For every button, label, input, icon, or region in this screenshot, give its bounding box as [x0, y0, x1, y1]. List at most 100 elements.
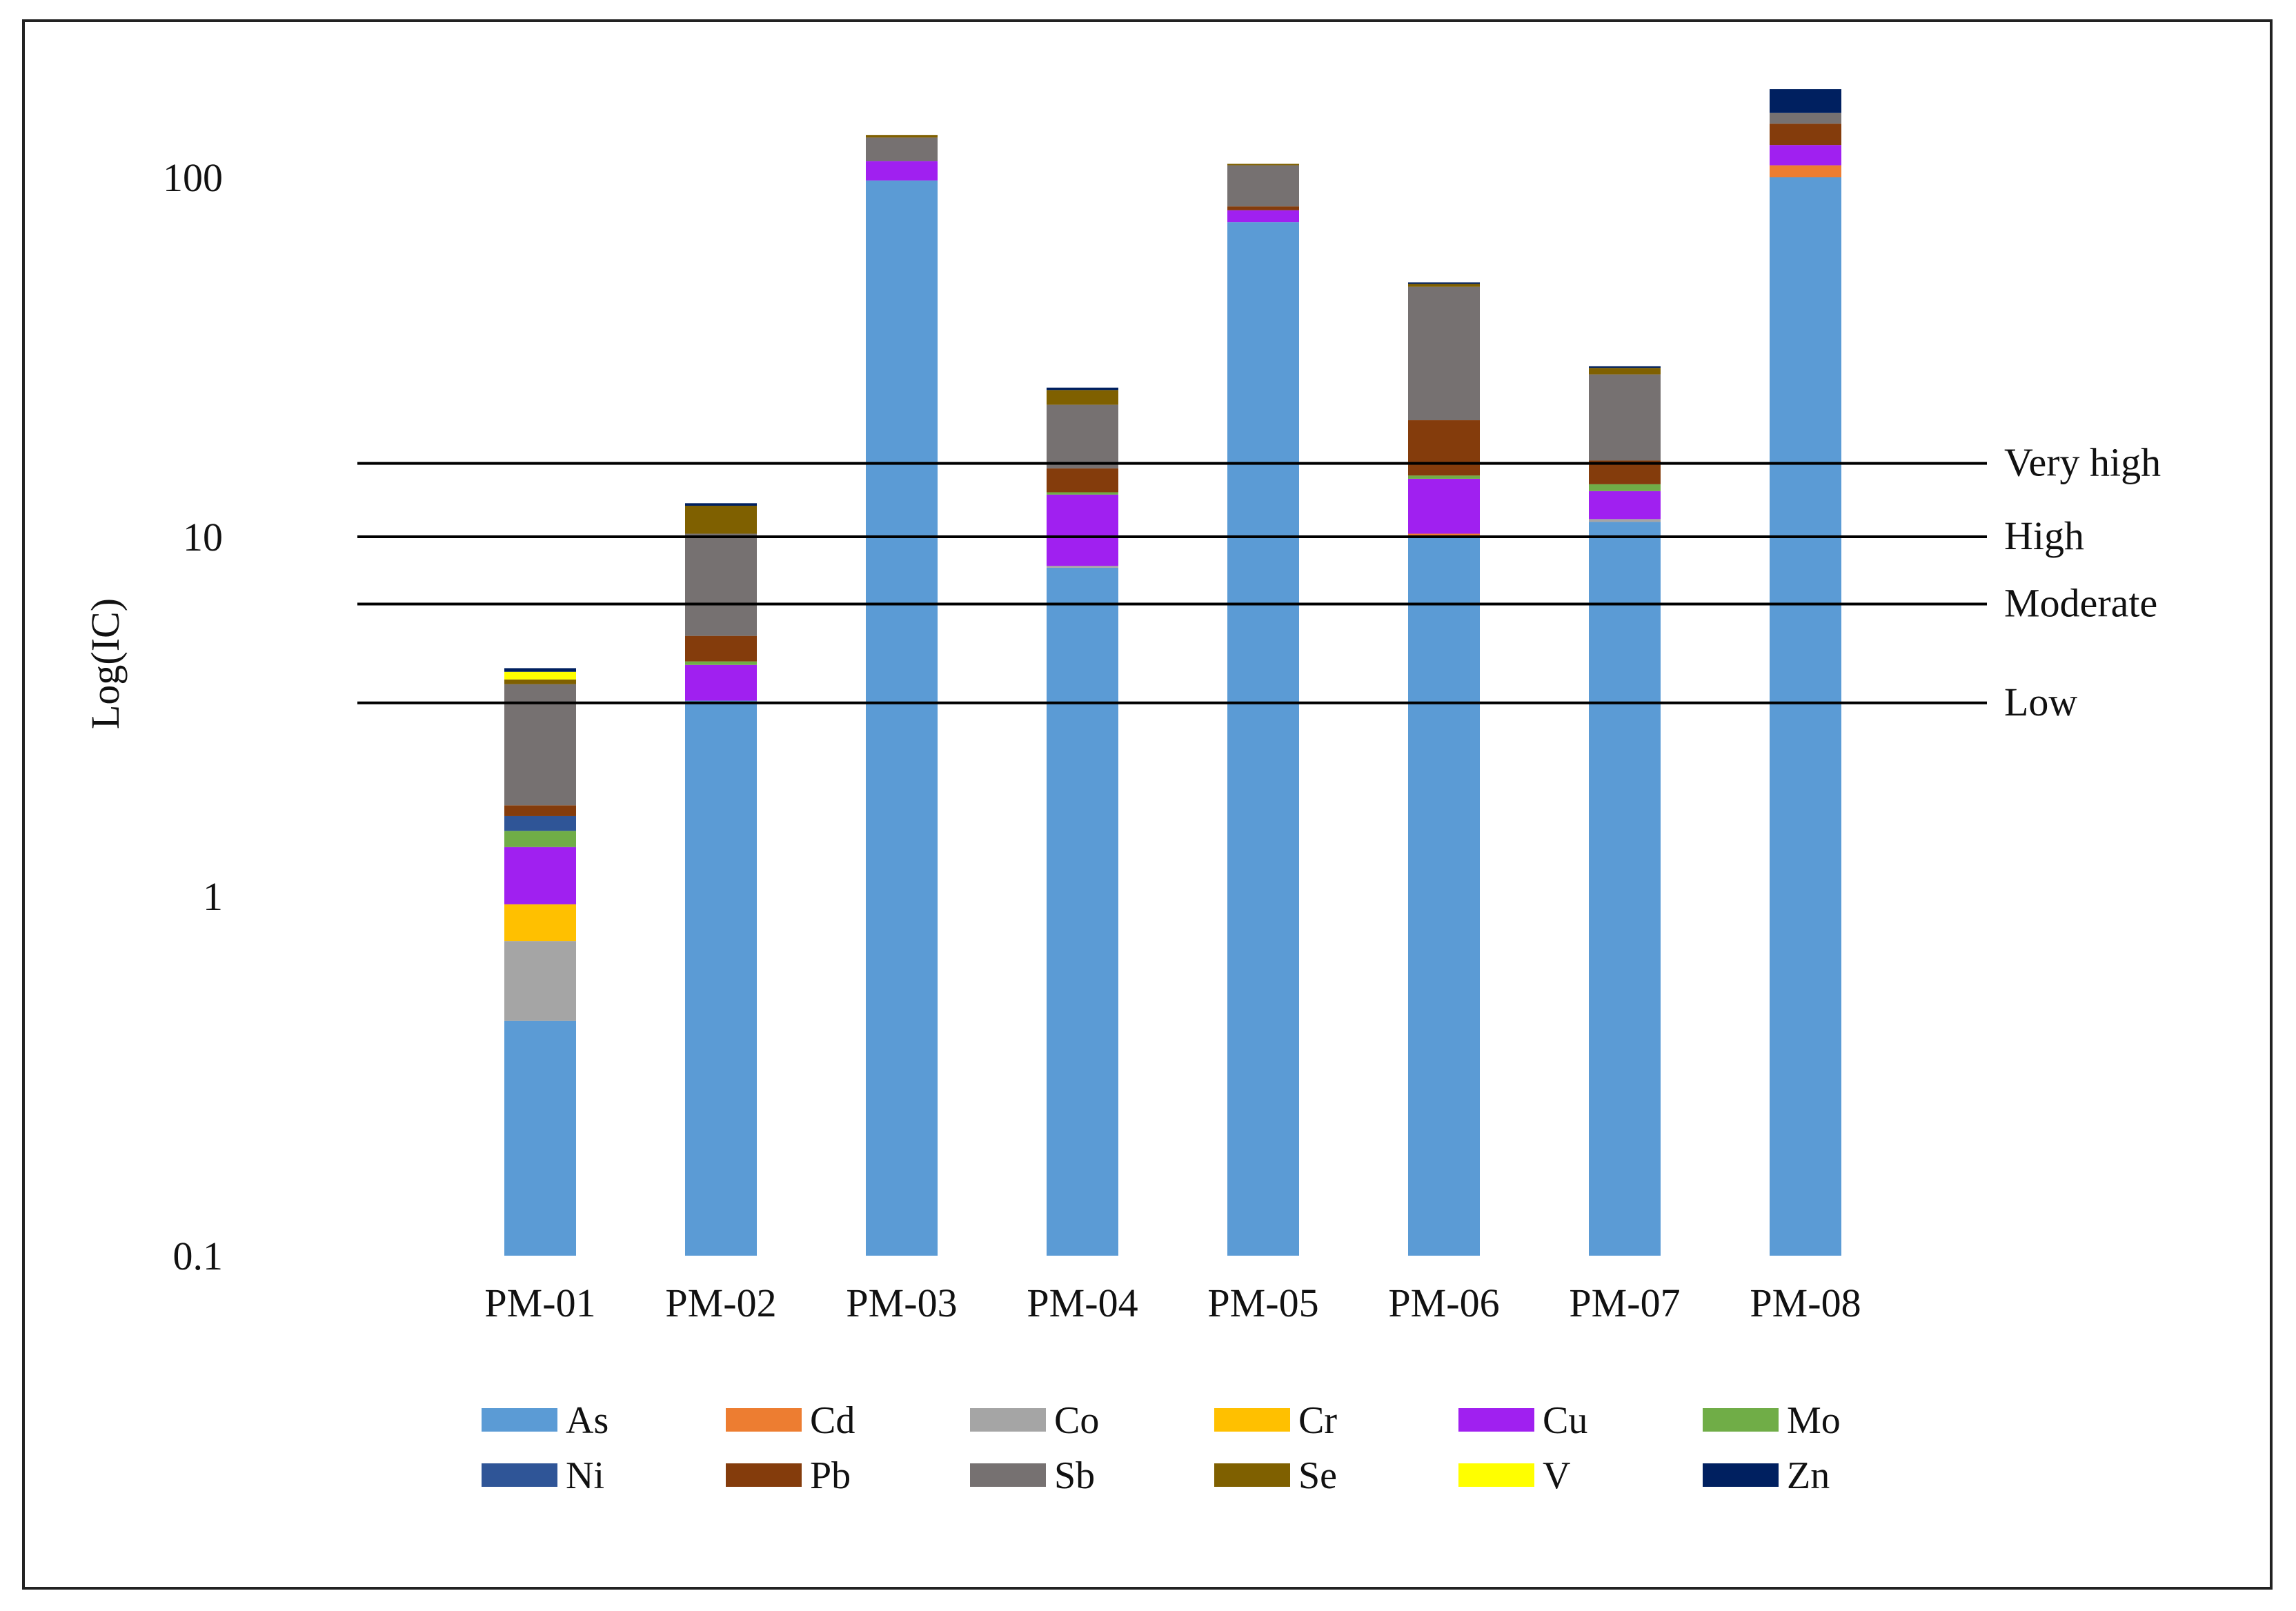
bar-segment-pb — [504, 805, 576, 816]
bar-segment-zn — [504, 668, 576, 672]
bar-segment-as — [1770, 177, 1841, 1256]
bar-segment-sb — [866, 137, 938, 161]
legend-label-cr: Cr — [1298, 1399, 1337, 1442]
bar-segment-cd — [1770, 165, 1841, 177]
bar-segment-co — [1589, 519, 1661, 522]
bar-segment-cu — [1589, 491, 1661, 520]
chart-frame — [22, 19, 2273, 1590]
bar-segment-mo — [1047, 492, 1118, 495]
legend-label-cu: Cu — [1543, 1399, 1587, 1442]
bar-segment-as — [866, 180, 938, 1256]
legend-swatch-cd — [726, 1408, 802, 1432]
bar-segment-cu — [1227, 210, 1299, 223]
bar-segment-mo — [1589, 484, 1661, 491]
bar-segment-v — [504, 671, 576, 680]
bar-segment-cd — [1408, 533, 1480, 537]
bar-segment-co — [504, 941, 576, 1021]
bar-segment-zn — [1589, 366, 1661, 368]
bar-segment-as — [685, 700, 757, 1256]
threshold-label: Moderate — [2004, 580, 2157, 625]
legend-swatch-se — [1214, 1463, 1290, 1487]
bar-segment-cu — [866, 161, 938, 181]
bar-segment-pb — [1047, 468, 1118, 493]
bar-segment-se — [1408, 284, 1480, 287]
legend-label-zn: Zn — [1787, 1454, 1830, 1497]
bar-segment-se — [685, 506, 757, 534]
bar-segment-sb — [1770, 112, 1841, 124]
legend-label-as: As — [566, 1399, 608, 1442]
x-tick-label: PM-07 — [1569, 1281, 1680, 1325]
bar-segment-zn — [1047, 387, 1118, 391]
bar-segment-sb — [1408, 286, 1480, 421]
y-tick-label: 10 — [183, 515, 223, 560]
legend-swatch-mo — [1703, 1408, 1779, 1432]
bar-segment-sb — [504, 684, 576, 806]
bar-segment-se — [1227, 164, 1299, 166]
y-axis-label: Log(IC) — [83, 598, 128, 729]
bar-segment-as — [1047, 567, 1118, 1256]
bar-segment-sb — [1589, 374, 1661, 461]
x-tick-label: PM-08 — [1750, 1281, 1861, 1325]
bar-segment-cu — [1770, 145, 1841, 166]
bar-segment-cu — [1047, 494, 1118, 566]
legend-label-mo: Mo — [1787, 1399, 1841, 1442]
bar-segment-ni — [504, 816, 576, 831]
x-tick-label: PM-01 — [484, 1281, 595, 1325]
legend-swatch-v — [1458, 1463, 1534, 1487]
bar-segment-as — [504, 1020, 576, 1256]
bar-segment-cu — [1408, 478, 1480, 534]
bar-segment-pb — [685, 635, 757, 662]
bar-segment-sb — [1047, 404, 1118, 468]
bar-segment-mo — [504, 831, 576, 847]
bar-segment-mo — [685, 661, 757, 665]
bar-segment-as — [1408, 537, 1480, 1256]
x-tick-label: PM-02 — [665, 1281, 776, 1325]
bar-segment-cu — [504, 847, 576, 905]
bar-segment-zn — [1408, 282, 1480, 284]
bar-segment-mo — [1408, 475, 1480, 479]
plot-area: 0.1 1 10 100 PM-01 PM-02 PM-03 PM-04 PM-05 PM-06 P… — [163, 89, 2161, 1497]
x-tick-label: PM-04 — [1027, 1281, 1138, 1325]
legend-label-se: Se — [1298, 1454, 1337, 1497]
legend-swatch-ni — [482, 1463, 557, 1487]
legend-label-cd: Cd — [810, 1399, 855, 1442]
bar-segment-pb — [1227, 206, 1299, 210]
legend-swatch-as — [482, 1408, 557, 1432]
bar-segment-se — [1589, 368, 1661, 375]
legend-swatch-cr — [1214, 1408, 1290, 1432]
bar-segment-se — [1047, 390, 1118, 405]
legend-label-pb: Pb — [810, 1454, 851, 1497]
bar-segment-as — [1227, 222, 1299, 1256]
legend-label-sb: Sb — [1054, 1454, 1095, 1497]
bar-segment-se — [504, 679, 576, 684]
bar-segment-se — [866, 135, 938, 138]
legend-label-co: Co — [1054, 1399, 1099, 1442]
y-tick-label: 0.1 — [173, 1234, 224, 1278]
threshold-label: Low — [2004, 680, 2077, 724]
bar-segment-pb — [1408, 420, 1480, 476]
bar-segment-zn — [1770, 89, 1841, 113]
bar-segment-cu — [685, 664, 757, 701]
y-tick-label: 100 — [163, 155, 223, 200]
bar-segment-co — [1047, 566, 1118, 568]
bar-segment-sb — [1227, 165, 1299, 207]
bar-segment-as — [1589, 522, 1661, 1256]
legend-label-ni: Ni — [566, 1454, 604, 1497]
legend-swatch-co — [970, 1408, 1046, 1432]
x-tick-label: PM-05 — [1207, 1281, 1318, 1325]
legend-label-v: V — [1543, 1454, 1570, 1497]
legend-swatch-pb — [726, 1463, 802, 1487]
y-tick-label: 1 — [203, 874, 223, 919]
bar-segment-zn — [685, 503, 757, 506]
bar-segment-sb — [685, 533, 757, 636]
bar-segment-pb — [1770, 123, 1841, 146]
bar-segment-cr — [504, 904, 576, 942]
legend-swatch-zn — [1703, 1463, 1779, 1487]
x-tick-label: PM-06 — [1388, 1281, 1499, 1325]
x-tick-label: PM-03 — [846, 1281, 957, 1325]
legend-swatch-sb — [970, 1463, 1046, 1487]
legend-swatch-cu — [1458, 1408, 1534, 1432]
threshold-label: Very high — [2004, 440, 2161, 485]
threshold-label: High — [2004, 513, 2084, 558]
